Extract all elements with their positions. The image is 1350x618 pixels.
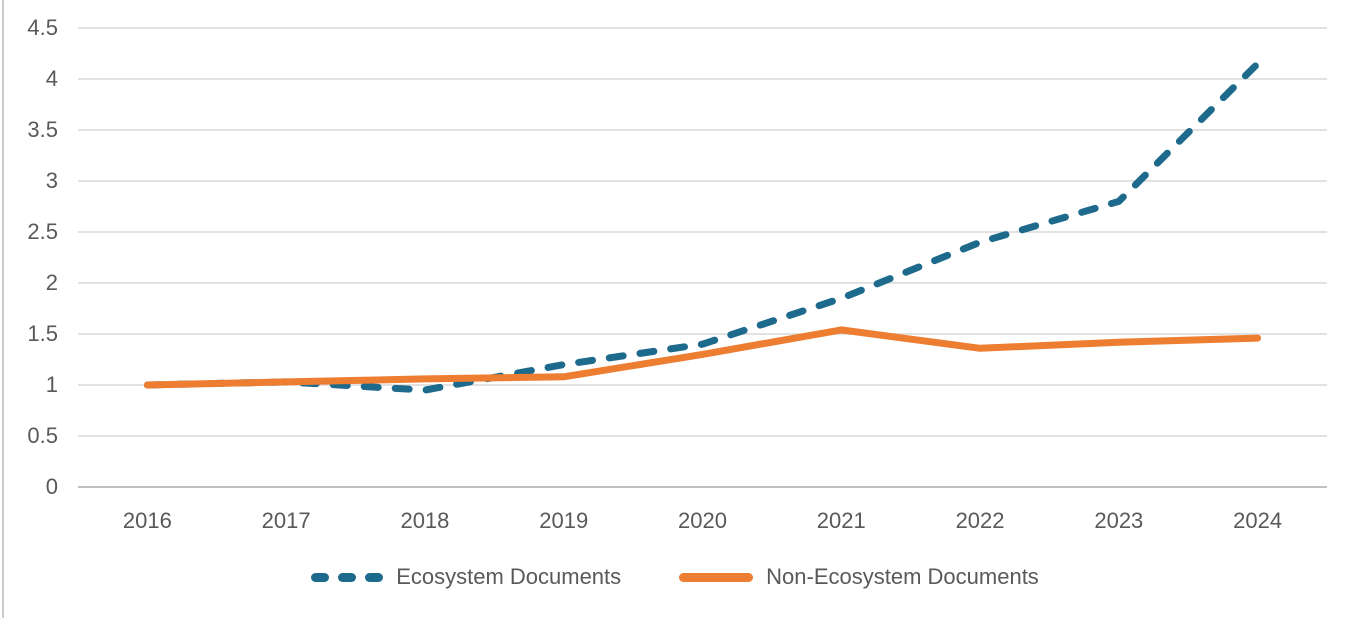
x-axis-tick-label: 2017 xyxy=(261,508,311,533)
y-axis-tick-label: 4.5 xyxy=(27,15,58,40)
legend-label-non-ecosystem: Non-Ecosystem Documents xyxy=(766,564,1039,589)
x-axis-tick-label: 2016 xyxy=(122,508,172,533)
solid-line-swatch xyxy=(679,572,754,582)
dash-segment xyxy=(311,572,330,582)
legend-label-ecosystem: Ecosystem Documents xyxy=(396,564,622,589)
x-axis-tick-label: 2023 xyxy=(1094,508,1144,533)
legend-item-ecosystem: Ecosystem Documents xyxy=(311,564,621,590)
y-axis-tick-label: 3 xyxy=(45,168,58,193)
y-axis-tick-label: 2.5 xyxy=(27,219,58,244)
x-axis-tick-label: 2019 xyxy=(539,508,589,533)
dash-segment xyxy=(338,572,357,582)
y-axis-tick-label: 3.5 xyxy=(27,117,58,142)
legend-item-non-ecosystem: Non-Ecosystem Documents xyxy=(679,564,1039,590)
x-axis-tick-label: 2022 xyxy=(955,508,1005,533)
y-axis-tick-label: 4 xyxy=(45,66,58,91)
y-axis-tick-label: 1.5 xyxy=(27,321,58,346)
y-axis-tick-label: 0 xyxy=(45,474,58,499)
dashed-line-swatch xyxy=(311,572,384,582)
screen-edge-line xyxy=(2,0,4,618)
dash-segment xyxy=(365,572,384,582)
x-axis-tick-label: 2024 xyxy=(1233,508,1283,533)
y-axis-tick-label: 1 xyxy=(45,372,58,397)
y-axis-tick-label: 0.5 xyxy=(27,423,58,448)
x-axis-tick-label: 2018 xyxy=(400,508,450,533)
y-axis-tick-label: 2 xyxy=(45,270,58,295)
chart-legend: Ecosystem Documents Non-Ecosystem Docume… xyxy=(0,560,1350,594)
x-axis-tick-label: 2020 xyxy=(678,508,727,533)
x-axis-tick-label: 2021 xyxy=(816,508,866,533)
